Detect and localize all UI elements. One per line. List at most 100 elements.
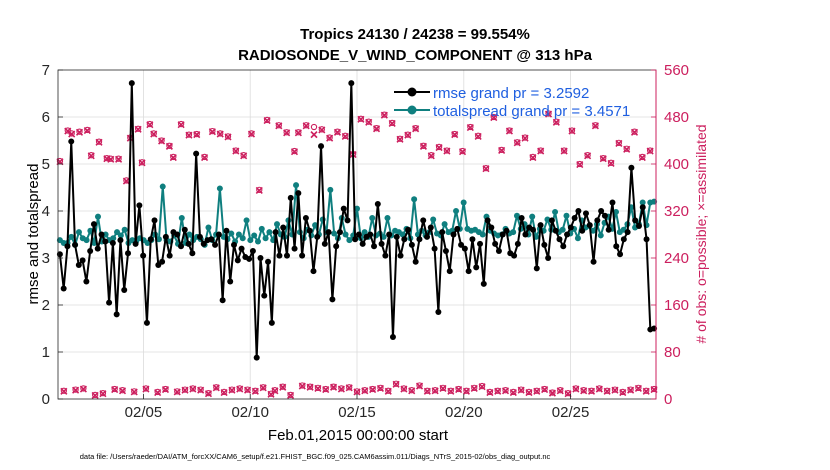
obs-assimilated-marker: [427, 152, 435, 160]
obs-assimilated-marker: [341, 132, 349, 140]
obs-assimilated-marker: [271, 387, 279, 395]
rmse-point: [283, 252, 290, 259]
obs-assimilated-marker: [412, 125, 420, 133]
rmse-point: [329, 296, 336, 303]
obs-assimilated-stroke: [193, 131, 201, 139]
obs-possible-marker: [471, 384, 478, 391]
rmse-point: [579, 227, 586, 234]
obs-assimilated-stroke: [169, 153, 177, 162]
obs-assimilated-stroke: [560, 147, 568, 155]
obs-assimilated-marker: [361, 387, 369, 395]
obs-possible-marker: [611, 386, 619, 393]
rmse-point: [601, 212, 608, 219]
rmse-point: [461, 245, 468, 252]
x-axis-ticks: 02/05 02/10 02/15 02/20 02/25: [125, 394, 589, 421]
obs-assimilated-marker: [576, 161, 584, 169]
obs-assimilated-stroke: [341, 132, 349, 140]
obs-possible-marker: [646, 147, 654, 154]
obs-assimilated-marker: [611, 386, 619, 394]
x-tick-label: 02/15: [338, 404, 376, 421]
rmse-point: [533, 265, 540, 272]
obs-assimilated-marker: [587, 387, 596, 395]
obs-assimilated-marker: [130, 388, 138, 396]
obs-possible-marker: [643, 387, 650, 394]
obs-assimilated-stroke: [294, 129, 302, 137]
obs-assimilated-stroke: [404, 131, 412, 139]
obs-possible-marker: [361, 387, 368, 394]
obs-assimilated-marker: [158, 137, 166, 145]
obs-assimilated-stroke: [365, 118, 373, 126]
obs-assimilated-stroke: [572, 385, 580, 393]
rmse-point: [287, 194, 294, 201]
obs-assimilated-marker: [584, 152, 592, 160]
obs-possible-marker: [537, 147, 544, 154]
obs-assimilated-marker: [259, 384, 267, 392]
obs-assimilated-stroke: [494, 387, 502, 395]
totalspread-point: [293, 182, 300, 189]
chart-title-line1: Tropics 24130 / 24238 = 99.554%: [300, 26, 530, 43]
obs-assimilated-stroke: [607, 159, 615, 167]
rmse-point: [348, 80, 355, 87]
obs-possible-marker: [170, 153, 177, 161]
totalspread-point: [251, 232, 258, 239]
rmse-point: [613, 243, 620, 250]
rmse-point: [609, 199, 616, 206]
obs-assimilated-marker: [72, 386, 80, 394]
legend-rmse-marker: [407, 87, 417, 97]
y-axis-left-label: rmse and totalspread: [25, 164, 42, 305]
rmse-point: [299, 252, 306, 259]
obs-assimilated-marker: [603, 387, 611, 395]
obs-assimilated-stroke: [302, 122, 310, 130]
rmse-point: [431, 245, 438, 252]
obs-assimilated-marker: [326, 134, 334, 142]
rmse-point: [223, 227, 230, 234]
rmse-point: [72, 241, 79, 248]
obs-assimilated-marker: [189, 385, 197, 393]
obs-assimilated-stroke: [279, 383, 287, 391]
totalspread-point: [574, 235, 581, 242]
totalspread-point: [544, 216, 551, 223]
obs-possible-marker: [181, 386, 189, 393]
obs-assimilated-stroke: [369, 386, 377, 394]
rmse-point: [178, 243, 185, 250]
obs-assimilated-marker: [525, 388, 533, 397]
obs-possible-marker: [486, 388, 494, 396]
totalspread-point: [254, 238, 261, 245]
obs-assimilated-stroke: [177, 121, 185, 129]
rmse-point: [371, 243, 378, 250]
obs-assimilated-stroke: [271, 387, 279, 395]
obs-assimilated-marker: [165, 142, 173, 150]
x-tick-label: 02/10: [231, 404, 269, 421]
obs-possible-marker: [439, 384, 447, 391]
obs-possible-marker: [463, 387, 470, 394]
obs-assimilated-marker: [380, 111, 388, 119]
obs-assimilated-stroke: [595, 385, 603, 393]
obs-assimilated-stroke: [384, 387, 392, 395]
obs-assimilated-marker: [302, 122, 310, 130]
totalspread-point: [342, 231, 349, 238]
obs-assimilated-stroke: [498, 146, 506, 155]
rmse-point: [522, 231, 529, 238]
obs-possible-marker: [420, 142, 427, 149]
obs-possible-marker: [111, 385, 118, 393]
obs-assimilated-marker: [642, 387, 650, 395]
obs-assimilated-stroke: [353, 388, 361, 396]
obs-assimilated-marker: [216, 130, 224, 138]
obs-assimilated-stroke: [392, 380, 400, 388]
obs-assimilated-marker: [208, 128, 216, 136]
obs-assimilated-stroke: [611, 386, 619, 394]
obs-assimilated-stroke: [447, 387, 455, 395]
obs-assimilated-marker: [372, 125, 381, 133]
obs-possible-marker: [99, 389, 107, 397]
obs-possible-marker: [600, 154, 607, 162]
totalspread-point: [262, 235, 269, 242]
obs-assimilated-stroke: [283, 129, 291, 137]
obs-possible-marker: [185, 131, 193, 138]
obs-possible-marker: [279, 383, 286, 390]
obs-assimilated-stroke: [451, 131, 459, 139]
rmse-point: [132, 240, 139, 247]
obs-possible-marker: [482, 164, 490, 172]
obs-assimilated-stroke: [627, 386, 635, 394]
obs-assimilated-stroke: [286, 391, 295, 400]
